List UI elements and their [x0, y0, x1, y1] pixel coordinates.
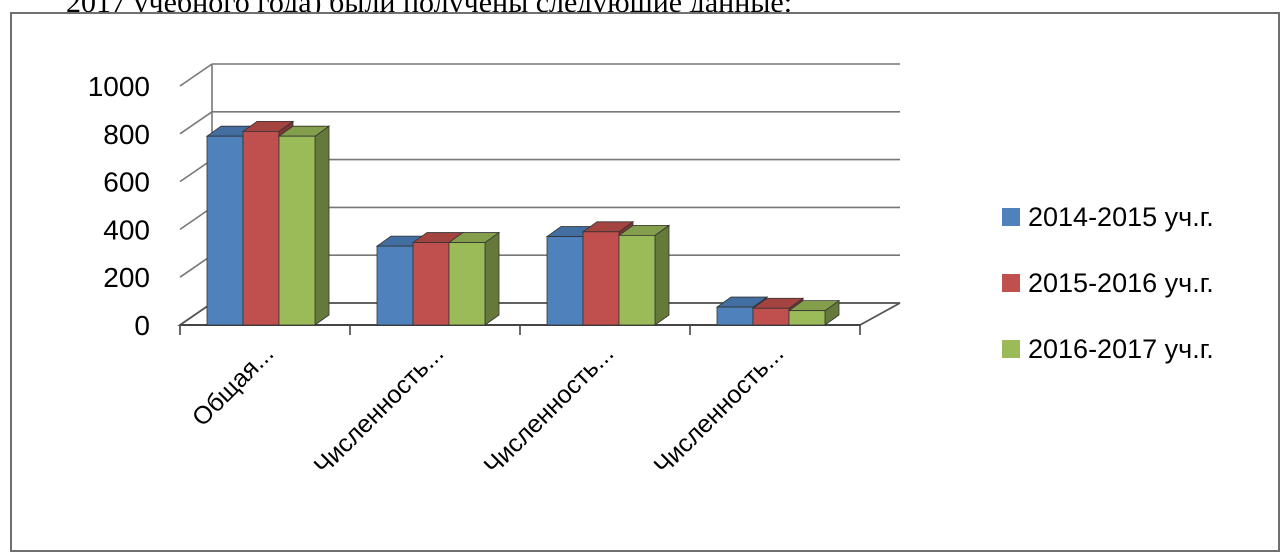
y-tick-label: 600 — [103, 167, 150, 198]
y-tick-label: 800 — [103, 119, 150, 150]
chart-bars — [205, 120, 841, 326]
bar-front — [206, 135, 244, 326]
legend-item: 2014-2015 уч.г. — [1002, 202, 1214, 232]
legend-label: 2016-2017 уч.г. — [1028, 334, 1214, 364]
legend-label: 2014-2015 уч.г. — [1028, 202, 1214, 232]
bar — [787, 299, 841, 326]
bar — [447, 231, 501, 326]
chart-legend: 2014-2015 уч.г. 2015-2016 уч.г. 2016-2017 … — [1002, 202, 1214, 364]
bar-side — [484, 231, 500, 326]
y-tick-label: 200 — [103, 262, 150, 293]
bar — [277, 125, 331, 326]
legend-label: 2015-2016 уч.г. — [1028, 268, 1214, 298]
bar-front — [546, 236, 584, 326]
x-axis-labels: Общая... Численность... Численность... Числ… — [187, 339, 789, 480]
legend-item: 2016-2017 уч.г. — [1002, 334, 1214, 364]
bar-front — [376, 245, 414, 326]
y-axis-ticks: 0 200 400 600 800 1000 — [88, 71, 150, 341]
x-tick-label: Численность... — [649, 339, 790, 480]
y-tick-label: 1000 — [88, 71, 150, 102]
bar-front — [448, 242, 486, 326]
bar — [617, 224, 671, 326]
x-tick-label: Общая... — [187, 339, 279, 431]
bar-front — [788, 310, 826, 326]
y-tick-label: 0 — [134, 310, 150, 341]
bar-front — [716, 306, 754, 326]
grid-line-diagonal — [179, 63, 213, 87]
grid-line-diagonal — [179, 111, 213, 135]
x-tick-label: Численность... — [479, 339, 620, 480]
legend-item: 2015-2016 уч.г. — [1002, 268, 1214, 298]
bar-front — [618, 234, 656, 326]
bar-front — [242, 131, 280, 326]
legend-swatch — [1002, 208, 1020, 226]
legend-swatch — [1002, 340, 1020, 358]
legend-swatch — [1002, 274, 1020, 292]
bar-front — [412, 242, 450, 326]
bar-front — [752, 307, 790, 326]
bar-side — [654, 224, 670, 326]
x-tick-label: Численность... — [309, 339, 450, 480]
y-tick-label: 400 — [103, 214, 150, 245]
bar-side — [314, 125, 330, 326]
bar-front — [278, 135, 316, 326]
bar-front — [582, 231, 620, 326]
